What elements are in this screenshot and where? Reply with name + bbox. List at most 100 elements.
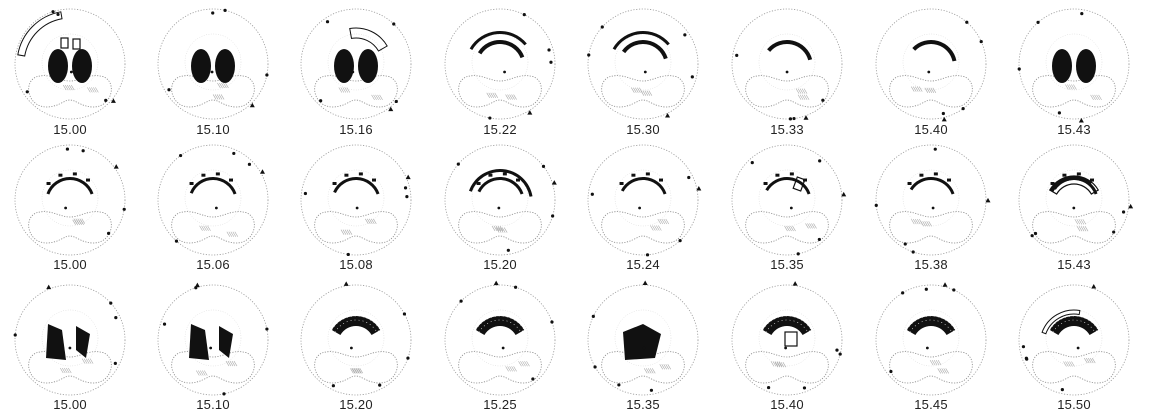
rim-dot xyxy=(222,392,226,396)
rim-dot xyxy=(1036,20,1040,24)
hatch-line xyxy=(642,90,647,96)
hatch-line xyxy=(356,368,360,374)
bold-arc xyxy=(46,177,94,195)
sector-left xyxy=(46,324,66,360)
center-dot xyxy=(351,70,355,74)
lobe-right xyxy=(358,49,378,83)
hatch-line xyxy=(1080,219,1085,225)
rim-dot xyxy=(1057,111,1062,115)
center-dot xyxy=(501,346,505,350)
hatch-line xyxy=(497,227,502,233)
diagram-cell: 15.16 xyxy=(284,6,428,141)
hatch-line xyxy=(1082,219,1087,225)
box-marker xyxy=(784,331,798,347)
hatch-line xyxy=(788,225,792,232)
bold-arc xyxy=(909,177,955,195)
hatch-line xyxy=(654,225,658,231)
tick-mark xyxy=(907,182,912,186)
bold-arc xyxy=(477,39,525,59)
center-dot xyxy=(925,346,929,350)
hatch-line xyxy=(643,368,648,374)
rim-dot xyxy=(802,386,807,390)
radial-diagram xyxy=(731,8,843,121)
hatch-line xyxy=(358,368,362,374)
hatch-line xyxy=(916,86,921,92)
rim-arrow xyxy=(343,281,349,286)
hatch-line xyxy=(338,87,343,93)
outer-arc xyxy=(612,30,670,50)
rim-dot xyxy=(821,98,825,102)
hatch-line xyxy=(1086,357,1090,364)
rim-dot xyxy=(889,369,893,374)
body-outline xyxy=(1032,211,1116,244)
rim-dot xyxy=(456,162,460,166)
hatch-line xyxy=(486,92,490,98)
center-dot xyxy=(68,346,72,350)
hatch-line xyxy=(1067,361,1071,367)
hatch-line xyxy=(85,358,90,364)
rim-arrow xyxy=(696,185,702,191)
rim-dot xyxy=(766,385,771,390)
tick-mark xyxy=(763,182,768,186)
bold-sector xyxy=(906,316,956,335)
hatch-line xyxy=(216,94,221,100)
rim-dot xyxy=(874,203,878,207)
hatch-line xyxy=(786,225,790,232)
hatch-line xyxy=(797,88,802,94)
hatch-line xyxy=(231,360,236,367)
hatch-line xyxy=(505,366,509,372)
body-outline xyxy=(601,211,685,244)
diagram-cell: 15.33 xyxy=(715,6,859,141)
time-label: 15.43 xyxy=(1057,122,1091,137)
tick-mark xyxy=(933,172,938,176)
outer-ring xyxy=(157,284,269,396)
hatch-line xyxy=(1073,84,1077,90)
hatch-line xyxy=(813,223,817,229)
hatch-line xyxy=(805,94,810,100)
diagram-cell: 15.45 xyxy=(859,282,1003,417)
center-dot xyxy=(349,346,353,350)
bold-arc xyxy=(767,40,813,61)
center-dot xyxy=(927,70,931,74)
inner-ring xyxy=(902,33,960,91)
diagram-cell: 15.00 xyxy=(0,6,142,141)
rim-dot xyxy=(122,207,126,211)
inner-ring xyxy=(471,309,529,367)
rim-dot xyxy=(106,231,111,235)
radial-diagram xyxy=(1018,284,1130,396)
diagram-cell: 15.43 xyxy=(1002,142,1146,277)
rim-dot xyxy=(549,60,553,64)
time-label: 15.35 xyxy=(770,257,804,272)
rim-dot xyxy=(319,99,323,103)
hatch-line xyxy=(929,359,934,366)
outer-ring xyxy=(1018,144,1130,256)
hatch-line xyxy=(229,360,234,367)
rim-dot xyxy=(303,191,308,196)
inner-ring xyxy=(758,33,816,91)
center-dot xyxy=(355,206,359,210)
hatch-line xyxy=(659,218,664,225)
body-outline xyxy=(171,211,255,244)
rim-dot xyxy=(941,111,945,116)
radial-diagram xyxy=(300,144,412,257)
hatch-line xyxy=(937,368,941,374)
lobe-right xyxy=(215,49,235,83)
outer-ring xyxy=(444,144,556,256)
time-label: 15.40 xyxy=(914,122,948,137)
body-outline xyxy=(458,351,542,384)
hatch-line xyxy=(782,362,787,368)
hatch-line xyxy=(799,88,804,94)
time-label: 15.30 xyxy=(626,122,660,137)
hatch-line xyxy=(914,86,919,92)
tick-mark xyxy=(645,172,650,176)
center-dot xyxy=(785,70,789,74)
hatch-line xyxy=(931,359,936,366)
bold-arc xyxy=(333,177,380,195)
rim-dot xyxy=(514,285,518,289)
hatch-line xyxy=(513,366,517,372)
rim-dot xyxy=(265,73,269,77)
outer-band xyxy=(349,27,388,52)
center-dot xyxy=(503,70,506,74)
hatch-line xyxy=(1094,94,1098,101)
body-outline xyxy=(458,211,542,244)
